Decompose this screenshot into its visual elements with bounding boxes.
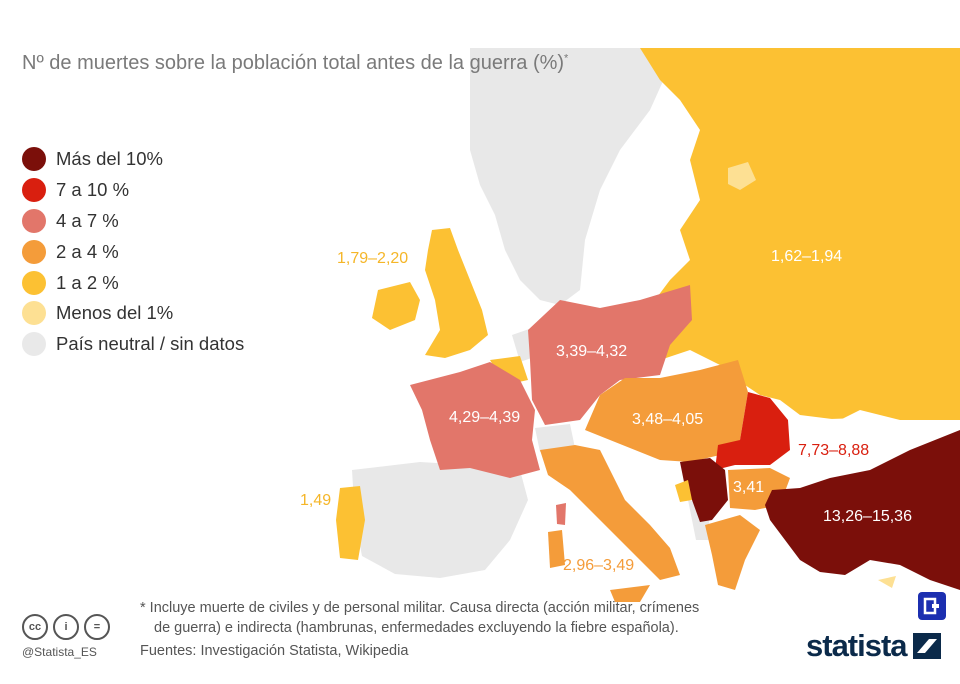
region-portugal	[336, 486, 365, 560]
label-romania: 7,73–8,88	[798, 442, 870, 459]
region-serbia	[680, 458, 728, 522]
region-corsica	[556, 503, 566, 525]
legend-swatch	[22, 178, 46, 203]
region-scandinavia	[470, 48, 668, 305]
brand-wordmark: statista	[806, 628, 908, 663]
region-belgium	[490, 356, 528, 385]
label-bulgaria: 3,41	[733, 479, 765, 496]
region-sardinia	[548, 530, 565, 568]
label-germany: 3,39–4,32	[556, 343, 628, 360]
region-germany	[528, 285, 692, 425]
region-romania	[715, 392, 790, 470]
legend-label: Más del 10%	[56, 148, 163, 170]
label-russia: 1,62–1,94	[771, 248, 843, 265]
legend-swatch	[22, 239, 46, 264]
region-austria-hungary	[585, 360, 748, 462]
creative-commons-icon: cc	[22, 614, 48, 640]
brand-mark-icon	[912, 633, 941, 659]
legend-swatch	[22, 301, 46, 326]
license-icons: cc i =	[22, 614, 110, 640]
region-montenegro	[675, 480, 692, 502]
legend-item-more-than-10: Más del 10%	[22, 144, 244, 175]
region-ottoman	[765, 430, 960, 590]
legend-item-4-to-7: 4 a 7 %	[22, 206, 244, 237]
legend-item-less-than-1: Menos del 1%	[22, 298, 244, 329]
region-france	[410, 362, 540, 478]
neutral-lands	[352, 48, 710, 578]
label-portugal: 1,49	[300, 492, 332, 509]
brand-logo: statista	[806, 628, 941, 664]
legend-item-neutral: País neutral / sin datos	[22, 329, 244, 360]
legend-item-1-to-2: 1 a 2 %	[22, 267, 244, 298]
legend-swatch	[22, 332, 46, 357]
attribution-icon: i	[53, 614, 79, 640]
no-derivatives-icon: =	[84, 614, 110, 640]
legend-swatch	[22, 270, 46, 295]
label-ottoman: 13,26–15,36	[823, 508, 912, 525]
footnote-line: * Incluye muerte de civiles y de persona…	[140, 600, 700, 616]
sources: Fuentes: Investigación Statista, Wikiped…	[140, 643, 409, 659]
region-sicily	[610, 585, 650, 602]
legend-label: Menos del 1%	[56, 302, 174, 324]
social-handle: @Statista_ES	[22, 645, 97, 659]
label-austria-hungary: 3,48–4,05	[632, 411, 704, 428]
legend-label: 1 a 2 %	[56, 271, 119, 293]
publisher-badge-icon	[918, 592, 946, 620]
legend-swatch	[22, 147, 46, 172]
label-france: 4,29–4,39	[449, 409, 521, 426]
black-sea	[800, 418, 900, 470]
region-switzerland	[535, 424, 575, 452]
region-spain	[352, 462, 528, 578]
legend-label: 2 a 4 %	[56, 240, 119, 262]
legend-label: 4 a 7 %	[56, 209, 119, 231]
region-italy	[540, 445, 680, 580]
footnote-line: de guerra) e indirecta (hambrunas, enfer…	[154, 620, 679, 636]
region-ireland	[372, 282, 420, 330]
chart-title: Nº de muertes sobre la población total a…	[22, 52, 569, 74]
legend-item-2-to-4: 2 a 4 %	[22, 236, 244, 267]
label-italy: 2,96–3,49	[563, 557, 635, 574]
label-uk: 1,79–2,20	[337, 250, 409, 267]
legend-label: 7 a 10 %	[56, 179, 130, 201]
legend-item-7-to-10: 7 a 10 %	[22, 175, 244, 206]
region-uk	[425, 228, 488, 358]
legend-swatch	[22, 208, 46, 233]
footnote: * Incluye muerte de civiles y de persona…	[140, 598, 800, 638]
region-finland	[728, 162, 756, 190]
legend-label: País neutral / sin datos	[56, 333, 245, 355]
region-cyprus	[878, 576, 896, 588]
region-greece	[705, 515, 760, 590]
region-russia	[640, 48, 960, 420]
legend: Más del 10% 7 a 10 % 4 a 7 % 2 a 4 % 1 a…	[22, 144, 244, 360]
